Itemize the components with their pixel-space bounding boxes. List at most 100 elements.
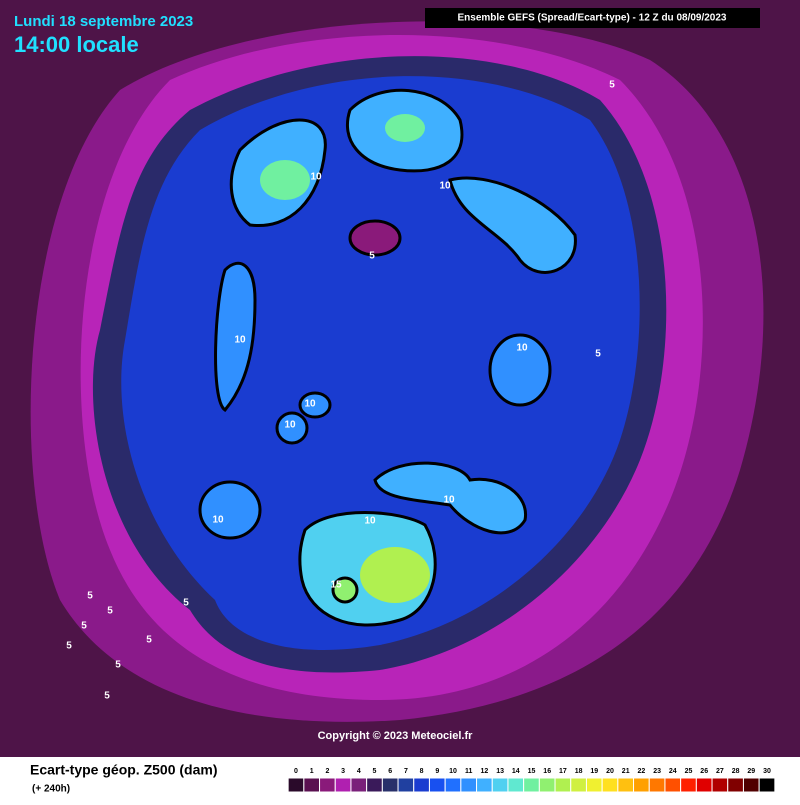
colorbar-swatch (570, 777, 587, 793)
colorbar-tick-label: 1 (310, 768, 314, 775)
colorbar-tick-label: 20 (606, 768, 614, 775)
colorbar-swatch (303, 777, 321, 793)
colorbar-swatch (617, 777, 635, 793)
colorbar-tick-label: 24 (669, 768, 677, 775)
colorbar-tick-label: 7 (404, 768, 408, 775)
legend-title: Ecart-type géop. Z500 (dam) (30, 762, 218, 778)
colorbar-tick-label: 30 (763, 768, 771, 775)
colorbar-swatch (742, 777, 760, 793)
colorbar-tick-label: 4 (357, 768, 361, 775)
colorbar-tick-label: 25 (685, 768, 693, 775)
contour-label: 10 (284, 420, 296, 431)
colorbar-tick-label: 23 (653, 768, 661, 775)
blob (260, 160, 310, 200)
colorbar-swatch (334, 777, 352, 793)
contour-label: 5 (595, 349, 601, 360)
contour-label: 5 (81, 621, 87, 632)
colorbar-swatch (554, 777, 572, 793)
colorbar-swatch (648, 777, 666, 793)
colorbar-tick-label: 26 (700, 768, 708, 775)
colorbar-swatch (727, 777, 744, 793)
blob (275, 411, 309, 445)
contour-label: 5 (609, 80, 615, 91)
copyright: Copyright © 2023 Meteociel.fr (318, 730, 474, 742)
colorbar-swatch (695, 777, 713, 793)
colorbar-swatch (523, 777, 540, 793)
colorbar-tick-label: 14 (512, 768, 520, 775)
contour-label: 10 (439, 181, 451, 192)
contour-label: 10 (234, 335, 246, 346)
colorbar-swatch (633, 777, 650, 793)
contour-label: 5 (183, 598, 189, 609)
blob (198, 480, 262, 540)
contour-label: 5 (369, 251, 375, 262)
colorbar-tick-label: 29 (747, 768, 755, 775)
colorbar-tick-label: 27 (716, 768, 724, 775)
colorbar-tick-label: 21 (622, 768, 630, 775)
blob (488, 333, 552, 407)
contour-label: 10 (364, 516, 376, 527)
contour-label: 10 (443, 495, 455, 506)
colorbar-swatch (758, 777, 776, 793)
colorbar-swatch (585, 777, 603, 793)
contour-label: 5 (115, 660, 121, 671)
colorbar-tick-label: 6 (388, 768, 392, 775)
contour-label: 10 (516, 343, 528, 354)
contour-label: 5 (66, 641, 72, 652)
blob (331, 576, 359, 604)
colorbar-swatch (428, 777, 446, 793)
blob (373, 461, 527, 535)
colorbar-swatch (397, 777, 415, 793)
colorbar-tick-label: 22 (638, 768, 646, 775)
colorbar-swatch (319, 777, 336, 793)
legend-subtitle: (+ 240h) (32, 784, 70, 795)
colorbar-swatch (680, 777, 697, 793)
blob (348, 219, 402, 257)
blob (385, 114, 425, 142)
colorbar-swatch (476, 777, 493, 793)
colorbar-tick-label: 16 (543, 768, 551, 775)
colorbar-tick-label: 5 (373, 768, 377, 775)
colorbar-swatch (711, 777, 729, 793)
colorbar-tick-label: 2 (325, 768, 329, 775)
contour-label: 10 (304, 399, 316, 410)
colorbar-swatch (538, 777, 556, 793)
contour-label: 5 (87, 591, 93, 602)
contour-label: 5 (104, 691, 110, 702)
blob (214, 261, 257, 413)
contour-label: 10 (310, 172, 322, 183)
contour-label: 15 (330, 580, 342, 591)
colorbar-tick-label: 9 (435, 768, 439, 775)
blob (360, 547, 430, 603)
colorbar-tick-label: 18 (575, 768, 583, 775)
colorbar-tick-label: 8 (420, 768, 424, 775)
colorbar-swatch (413, 777, 430, 793)
colorbar-tick-label: 3 (341, 768, 345, 775)
colorbar-tick-label: 11 (465, 768, 473, 775)
colorbar-swatch (507, 777, 525, 793)
colorbar-tick-label: 0 (294, 768, 298, 775)
colorbar-swatch (601, 777, 619, 793)
contour-label: 5 (107, 606, 113, 617)
model-box (425, 8, 760, 28)
date: Lundi 18 septembre 2023 (14, 13, 193, 30)
colorbar-swatch (350, 777, 368, 793)
blob (298, 391, 332, 419)
colorbar-swatch (664, 777, 682, 793)
colorbar-tick-label: 19 (590, 768, 598, 775)
colorbar-swatch (381, 777, 399, 793)
colorbar-swatch (287, 777, 305, 793)
model: Ensemble GEFS (Spread/Ecart-type) - 12 Z… (458, 13, 727, 24)
colorbar-swatch (460, 777, 478, 793)
colorbar-swatch (444, 777, 462, 793)
colorbar-tick-label: 15 (528, 768, 536, 775)
contour-label: 10 (212, 515, 224, 526)
blob (448, 176, 577, 274)
colorbar-tick-label: 28 (732, 768, 740, 775)
contour-label: 5 (146, 635, 152, 646)
colorbar-swatch (491, 777, 509, 793)
colorbar-tick-label: 12 (481, 768, 489, 775)
colorbar-tick-label: 10 (449, 768, 457, 775)
